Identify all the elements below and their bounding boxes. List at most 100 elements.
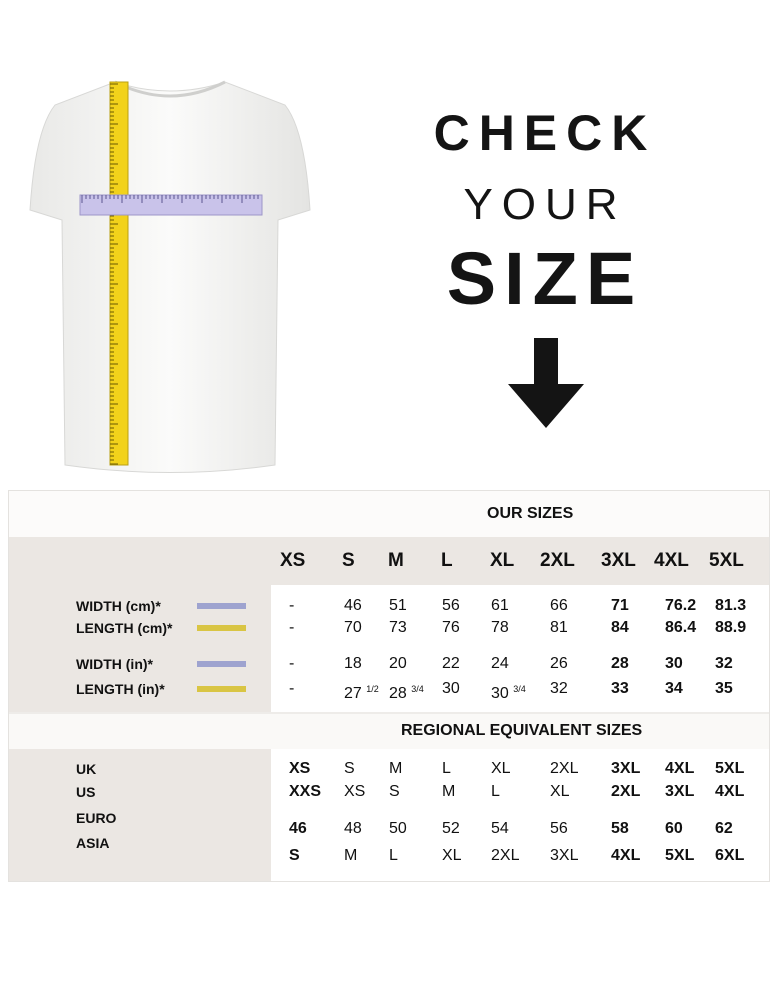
table-cell: 32 [550,680,568,698]
cell-value: 32 [550,680,568,697]
cell-value: - [289,655,295,672]
regional-cell: 50 [389,820,407,837]
table-cell: - [289,680,294,698]
table-cell: 20 [389,655,407,673]
cell-value: 27 [344,685,362,702]
table-cell: 71 [611,597,629,615]
table-cell: 78 [491,619,509,637]
table-cell: 32 [715,655,733,673]
table-cell: 46 [344,597,362,615]
row-label: LENGTH (cm)* [76,620,173,636]
cell-fraction: 1/2 [366,684,379,694]
size-header-m: M [388,550,404,571]
size-header-5xl: 5XL [709,550,744,571]
regional-cell: 4XL [715,783,745,800]
regional-cell: XXS [289,783,322,800]
size-header-xl: XL [490,550,515,571]
table-cell: 27 1/2 [344,680,379,703]
regional-cell: S [389,783,400,800]
cell-value: 26 [550,655,568,672]
table-cell: 28 3/4 [389,680,424,703]
regional-cell: 2XL [611,783,641,800]
cell-value: 33 [611,680,629,697]
table-cell: 66 [550,597,568,615]
row-label: LENGTH (in)* [76,681,165,697]
cell-value: 86.4 [665,619,697,636]
cell-value: 51 [389,597,407,614]
table-cell: 73 [389,619,407,637]
cell-value: 18 [344,655,362,672]
length-legend-bar [197,625,246,631]
regional-cell: 2XL [491,847,520,864]
cell-fraction: 3/4 [513,684,526,694]
cell-value: 76 [442,619,460,636]
regional-cell: XS [289,760,311,777]
regional-cell: 4XL [611,847,641,864]
regional-cell: M [389,760,403,777]
regional-cell: 60 [665,820,683,837]
width-tape-measure [79,194,263,216]
cell-value: 81.3 [715,597,747,614]
regional-cell: 58 [611,820,629,837]
cell-value: 76.2 [665,597,697,614]
region-label-asia: ASIA [76,835,110,851]
cell-value: 28 [389,685,407,702]
cell-value: 28 [611,655,629,672]
width-legend-bar [197,661,246,667]
cell-value: 34 [665,680,683,697]
cell-value: 84 [611,619,629,636]
cell-value: 73 [389,619,407,636]
table-cell: - [289,619,294,637]
heading-check: CHECK [433,105,657,161]
cell-value: - [289,680,295,697]
width-legend-bar [197,603,246,609]
table-cell: 22 [442,655,460,673]
cell-value: 66 [550,597,568,614]
regional-cell: XL [491,760,511,777]
size-header-4xl: 4XL [654,550,689,571]
length-tape-measure [109,81,129,466]
regional-cell: 6XL [715,847,745,864]
table-cell: 51 [389,597,407,615]
heading-your: YOUR [463,180,627,229]
regional-cell: S [289,847,300,864]
regional-cell: 5XL [715,760,745,777]
table-cell: 28 [611,655,629,673]
cell-value: 71 [611,597,629,614]
heading-size: SIZE [446,237,644,320]
regional-cell: 3XL [611,760,641,777]
table-cell: - [289,597,294,615]
regional-cell: 3XL [550,847,579,864]
table-cell: 81.3 [715,597,746,615]
regional-cell: L [442,760,451,777]
cell-value: 22 [442,655,460,672]
our-sizes-title: OUR SIZES [487,505,574,522]
cell-value: 78 [491,619,509,636]
cell-value: - [289,619,295,636]
cell-value: 70 [344,619,362,636]
cell-value: 56 [442,597,460,614]
table-cell: 34 [665,680,683,698]
table-cell: 61 [491,597,509,615]
table-cell: 56 [442,597,460,615]
table-cell: 76 [442,619,460,637]
cell-value: 61 [491,597,509,614]
table-cell: 84 [611,619,629,637]
table-cell: 88.9 [715,619,746,637]
tshirt-measurement-image [29,80,311,473]
table-cell: 86.4 [665,619,696,637]
regional-cell: XL [442,847,462,864]
table-cell: 35 [715,680,733,698]
region-label-us: US [76,784,96,800]
regional-cell: M [442,783,456,800]
table-cell: 18 [344,655,362,673]
size-header-2xl: 2XL [540,550,575,571]
regional-cell: XL [550,783,570,800]
regional-cell: XS [344,783,366,800]
regional-cell: 62 [715,820,733,837]
table-cell: 30 [665,655,683,673]
table-cell: 24 [491,655,509,673]
row-label: WIDTH (in)* [76,656,153,672]
cell-value: 24 [491,655,509,672]
regional-cell: 46 [289,820,307,837]
